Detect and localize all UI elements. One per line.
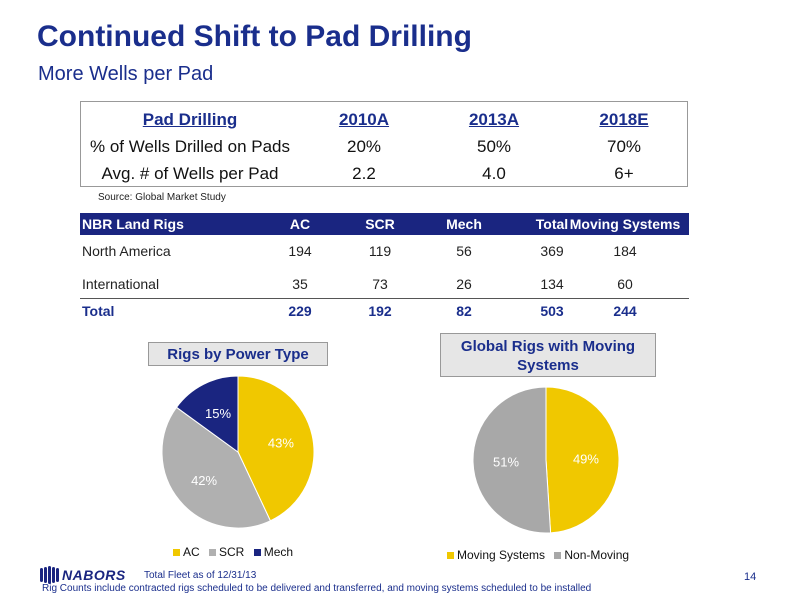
legend-item: Moving Systems — [447, 548, 545, 562]
nabors-logo-icon — [40, 566, 59, 584]
page-number: 14 — [744, 571, 757, 583]
table-row: North America 194 119 56 369 184 — [80, 241, 689, 263]
rig-cell: 194 — [288, 243, 312, 259]
rig-cell: International — [82, 276, 160, 292]
pie-slice-ac — [237, 375, 315, 522]
pad-header-cell: 2010A — [338, 110, 390, 129]
rig-header-cell: Total — [535, 216, 569, 232]
rig-total-cell: 229 — [288, 303, 312, 319]
rig-header-cell: Moving Systems — [569, 216, 681, 232]
pie-data-label: 42% — [191, 473, 217, 488]
chart-title-power-type: Rigs by Power Type — [148, 342, 328, 366]
rig-total-cell: 503 — [540, 303, 564, 319]
logo-wordmark: NABORS — [62, 567, 126, 583]
pie-data-label: 49% — [573, 452, 599, 467]
pie-slice-mech — [175, 375, 239, 453]
legend-swatch — [209, 549, 217, 557]
pie-slice-scr — [161, 406, 272, 529]
legend-item: AC — [173, 545, 200, 559]
pad-cell: 4.0 — [482, 164, 506, 183]
rig-cell: 35 — [292, 276, 308, 292]
legend-label: Non-Moving — [564, 548, 630, 562]
fleet-note: Total Fleet as of 12/31/13 — [144, 570, 257, 581]
rig-cell: 119 — [368, 243, 392, 259]
rig-cell: 184 — [613, 243, 637, 259]
pad-cell: 2.2 — [352, 164, 376, 183]
rig-cell: 56 — [456, 243, 472, 259]
legend-item: Mech — [253, 545, 294, 559]
legend-swatch — [447, 552, 454, 560]
pad-header-cell: Pad Drilling — [142, 110, 238, 129]
source-note: Source: Global Market Study — [98, 192, 226, 203]
rig-table-header: NBR Land Rigs AC SCR Mech Total Moving S… — [80, 213, 689, 235]
legend-power-type: AC SCR Mech — [173, 545, 299, 559]
pad-cell: 50% — [476, 137, 512, 156]
legend-label: AC — [183, 545, 200, 559]
pad-header-cell: 2013A — [468, 110, 520, 129]
rig-header-cell: NBR Land Rigs — [82, 216, 184, 232]
pad-drilling-table: Pad Drilling 2010A 2013A 2018E % of Well… — [80, 101, 688, 187]
legend-label: Mech — [263, 545, 294, 559]
rig-header-cell: SCR — [365, 216, 395, 232]
rig-total-cell: 82 — [456, 303, 472, 319]
legend-label: SCR — [219, 545, 245, 559]
rig-cell: 26 — [456, 276, 472, 292]
table-row: Avg. # of Wells per Pad 2.2 4.0 6+ — [81, 164, 687, 190]
pad-cell: 70% — [606, 137, 642, 156]
legend-swatch — [173, 549, 180, 557]
pad-cell: % of Wells Drilled on Pads — [90, 137, 290, 156]
pie-data-label: 43% — [268, 435, 294, 450]
pad-cell: 6+ — [614, 164, 634, 183]
rig-total-cell: 192 — [368, 303, 392, 319]
legend-item: Non-Moving — [554, 548, 629, 562]
table-row: % of Wells Drilled on Pads 20% 50% 70% — [81, 137, 687, 163]
pie-data-label: 15% — [205, 406, 231, 421]
legend-swatch — [253, 549, 261, 557]
rig-total-cell: Total — [82, 303, 115, 319]
legend-moving-systems: Moving Systems Non-Moving — [447, 548, 635, 562]
legend-swatch — [554, 552, 562, 560]
legend-item: SCR — [209, 545, 244, 559]
page-subtitle: More Wells per Pad — [38, 63, 214, 85]
page-title: Continued Shift to Pad Drilling — [37, 20, 472, 53]
pie-data-label: 51% — [493, 454, 519, 469]
pie-slice-moving-systems — [545, 386, 620, 534]
pad-cell: 20% — [346, 137, 382, 156]
rig-cell: 60 — [617, 276, 633, 292]
pad-table-header: Pad Drilling 2010A 2013A 2018E — [81, 110, 687, 136]
footnote: Rig Counts include contracted rigs sched… — [42, 583, 592, 594]
table-row: International 35 73 26 134 60 — [80, 274, 689, 296]
rig-header-cell: Mech — [446, 216, 482, 232]
rig-header-cell: AC — [289, 216, 311, 232]
total-divider — [80, 298, 689, 299]
rig-cell: 73 — [372, 276, 388, 292]
pie-slice-non-moving — [472, 386, 552, 534]
rig-cell: 369 — [540, 243, 564, 259]
legend-label: Moving Systems — [457, 548, 546, 562]
chart-title-moving-systems: Global Rigs with Moving Systems — [440, 333, 656, 377]
table-total-row: Total 229 192 82 503 244 — [80, 301, 689, 323]
rig-total-cell: 244 — [613, 303, 637, 319]
pad-header-cell: 2018E — [599, 110, 649, 129]
rig-cell: North America — [82, 243, 171, 259]
pad-cell: Avg. # of Wells per Pad — [101, 164, 279, 183]
rig-cell: 134 — [540, 276, 564, 292]
